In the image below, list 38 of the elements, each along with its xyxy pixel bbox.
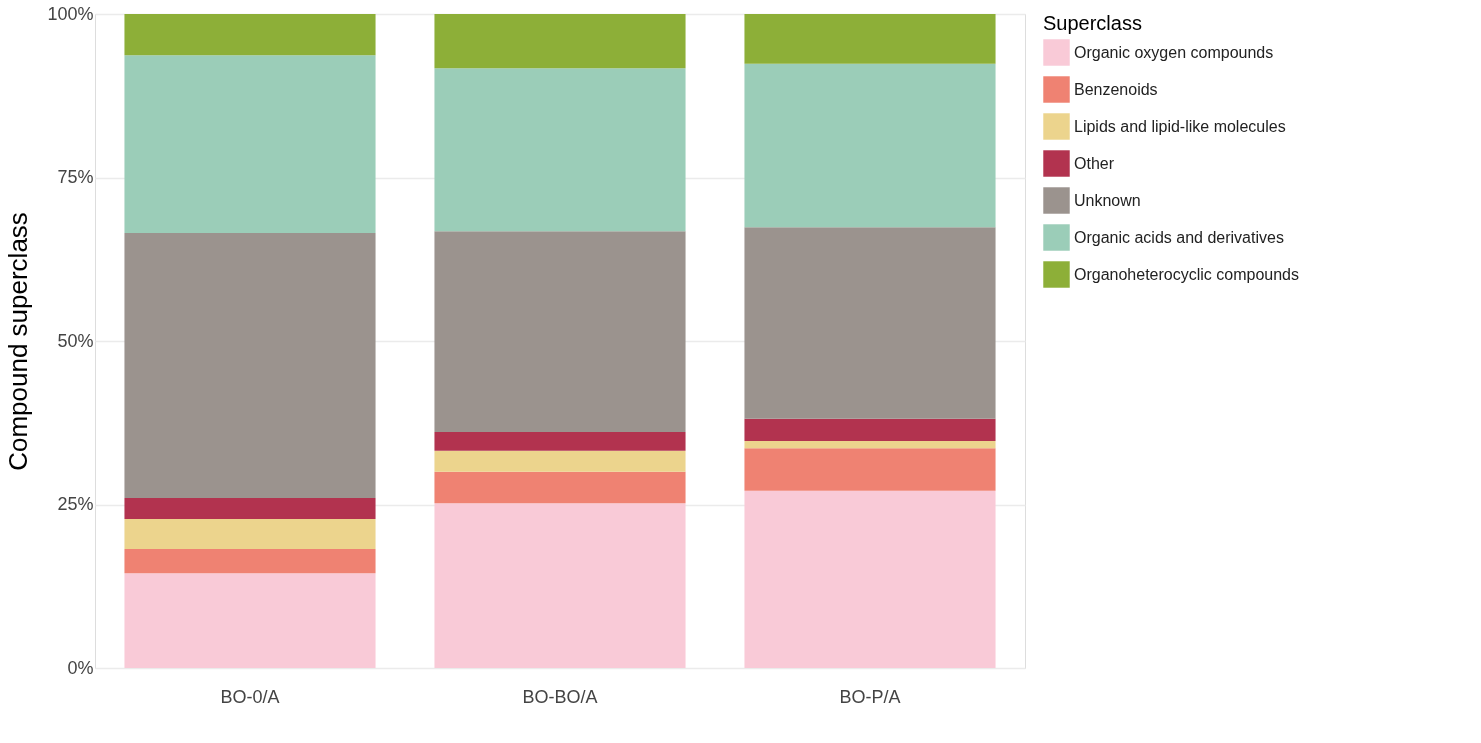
bar <box>434 450 686 472</box>
y-axis-title: Compound superclass <box>3 212 34 471</box>
legend-label: Organic oxygen compounds <box>1074 43 1274 61</box>
bar <box>124 55 376 234</box>
x-tick-label: BO-0/A <box>220 686 280 707</box>
bar <box>124 573 376 668</box>
x-tick-label: BO-BO/A <box>522 686 598 707</box>
bar <box>434 503 686 668</box>
legend-label: Lipids and lipid-like molecules <box>1074 117 1286 135</box>
bar <box>744 441 996 449</box>
y-tick-label: 75% <box>57 167 94 187</box>
bar <box>744 418 996 442</box>
bar <box>434 14 686 69</box>
y-tick-label: 50% <box>57 330 94 351</box>
bar <box>124 14 376 56</box>
bar <box>434 471 686 504</box>
bar <box>744 490 996 668</box>
bar <box>124 497 376 519</box>
bar <box>744 63 996 228</box>
x-tick-label: BO-P/A <box>839 686 901 707</box>
y-tick-label: 100% <box>47 3 94 24</box>
legend-label: Benzenoids <box>1074 80 1158 98</box>
y-tick-label: 0% <box>67 657 94 678</box>
legend-label: Organoheterocyclic compounds <box>1074 265 1300 283</box>
bar <box>744 227 996 419</box>
bar <box>744 14 996 64</box>
bar <box>124 233 376 498</box>
bar <box>124 518 376 549</box>
bar <box>434 431 686 451</box>
bar <box>744 448 996 491</box>
bar <box>434 231 686 432</box>
legend-label: Organic acids and derivatives <box>1074 228 1284 246</box>
bar <box>434 68 686 232</box>
legend-title: Superclass <box>1043 12 1142 34</box>
legend-label: Other <box>1074 154 1115 172</box>
bar <box>124 548 376 574</box>
legend-label: Unknown <box>1074 191 1141 209</box>
y-tick-label: 25% <box>57 494 94 514</box>
